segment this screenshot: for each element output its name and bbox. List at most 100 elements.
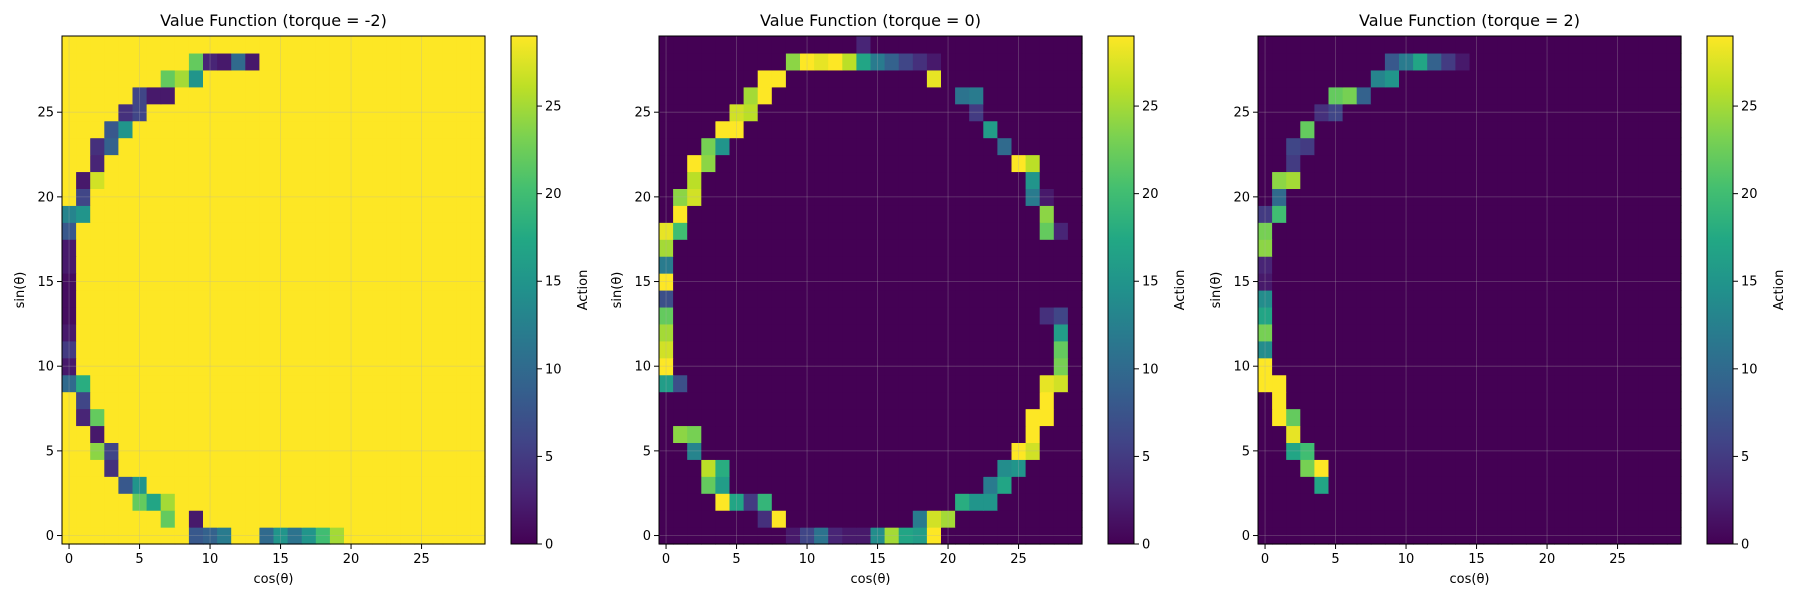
heatmap-cell — [1413, 459, 1428, 477]
heatmap-cell — [1638, 290, 1654, 308]
heatmap-cell — [1596, 120, 1612, 139]
heatmap-cell — [743, 476, 759, 494]
heatmap-cell — [1342, 256, 1358, 274]
heatmap-cell — [884, 493, 900, 511]
heatmap-cell — [1652, 323, 1668, 342]
heatmap-cell — [1624, 69, 1640, 88]
heatmap-cell — [1258, 239, 1273, 257]
heatmap-cell — [1427, 425, 1442, 443]
heatmap-cell — [372, 510, 387, 528]
heatmap-cell — [983, 510, 998, 528]
heatmap-cell — [1384, 36, 1400, 54]
heatmap-cell — [687, 442, 702, 460]
heatmap-cell — [884, 425, 900, 443]
heatmap-cell — [1469, 103, 1485, 122]
heatmap-cell — [1624, 391, 1640, 410]
heatmap-cell — [673, 425, 688, 443]
heatmap-cell — [301, 442, 317, 460]
heatmap-cell — [941, 239, 956, 257]
heatmap-cell — [1053, 476, 1069, 494]
heatmap-cell — [1554, 510, 1569, 528]
heatmap-cell — [90, 256, 105, 274]
heatmap-cell — [301, 306, 317, 325]
heatmap-cell — [358, 425, 373, 443]
x-tick-label: 5 — [732, 552, 740, 567]
heatmap-cell — [1286, 459, 1301, 477]
heatmap-cell — [1582, 357, 1597, 376]
heatmap-cell — [1384, 120, 1400, 139]
heatmap-cell — [1483, 476, 1499, 494]
colorbar — [510, 35, 538, 545]
heatmap-cell — [104, 69, 119, 88]
heatmap-cell — [1469, 442, 1485, 460]
heatmap-cell — [1554, 273, 1569, 291]
heatmap-cell — [1554, 476, 1569, 494]
heatmap-cell — [955, 290, 970, 308]
heatmap-cell — [231, 154, 246, 173]
heatmap-cell — [1356, 86, 1372, 105]
heatmap-cell — [842, 476, 857, 494]
heatmap-cell — [1582, 239, 1597, 257]
heatmap-cell — [884, 340, 900, 359]
heatmap-cell — [118, 476, 134, 494]
heatmap-cell — [1511, 340, 1527, 359]
heatmap-cell — [997, 205, 1013, 223]
heatmap-cell — [1342, 120, 1358, 139]
heatmap-cell — [273, 36, 289, 54]
heatmap-cell — [1286, 86, 1301, 105]
heatmap-cell — [132, 239, 148, 257]
heatmap-cell — [926, 493, 942, 511]
heatmap-cell — [1540, 188, 1555, 206]
heatmap-cell — [386, 256, 401, 274]
heatmap-cell — [132, 323, 148, 342]
heatmap-cell — [174, 357, 190, 376]
heatmap-cell — [1399, 425, 1414, 443]
heatmap-cell — [1399, 69, 1414, 88]
heatmap-cell — [62, 408, 77, 427]
heatmap-cell — [687, 137, 702, 156]
heatmap-cell — [90, 222, 105, 240]
heatmap-cell — [1568, 36, 1583, 54]
heatmap-cell — [1067, 69, 1083, 88]
heatmap-cell — [160, 171, 176, 189]
heatmap-cell — [1399, 86, 1414, 105]
heatmap-cell — [1511, 36, 1527, 54]
heatmap-cell — [1025, 408, 1041, 427]
heatmap-cell — [1652, 442, 1668, 460]
heatmap-cell — [659, 408, 674, 427]
heatmap-cell — [729, 306, 745, 325]
heatmap-cell — [1540, 493, 1555, 511]
heatmap-cell — [1554, 527, 1569, 545]
heatmap-cell — [1596, 86, 1612, 105]
heatmap-cell — [969, 425, 984, 443]
heatmap-cell — [1025, 459, 1041, 477]
heatmap-cell — [1652, 374, 1668, 393]
heatmap-cell — [941, 222, 956, 240]
heatmap-cell — [1328, 171, 1344, 189]
heatmap-cell — [1511, 459, 1527, 477]
heatmap-cell — [926, 120, 942, 139]
heatmap-cell — [659, 256, 674, 274]
heatmap-cell — [104, 188, 119, 206]
heatmap-cell — [90, 442, 105, 460]
heatmap-cell — [1328, 357, 1344, 376]
heatmap-cell — [1011, 86, 1027, 105]
heatmap-cell — [856, 103, 872, 122]
heatmap-cell — [771, 527, 787, 545]
heatmap-cell — [1039, 188, 1055, 206]
heatmap-cell — [104, 137, 119, 156]
heatmap-cell — [771, 408, 787, 427]
heatmap-cell — [1413, 222, 1428, 240]
heatmap-cell — [955, 340, 970, 359]
heatmap-cell — [315, 493, 331, 511]
heatmap-cell — [1441, 256, 1456, 274]
heatmap-cell — [1011, 340, 1027, 359]
heatmap-cell — [715, 425, 731, 443]
heatmap-cell — [1497, 306, 1513, 325]
heatmap-cell — [400, 357, 416, 376]
heatmap-cell — [729, 476, 745, 494]
heatmap-cell — [814, 154, 829, 173]
heatmap-cell — [1039, 476, 1055, 494]
heatmap-cell — [1666, 323, 1682, 342]
heatmap-cell — [1067, 36, 1083, 54]
